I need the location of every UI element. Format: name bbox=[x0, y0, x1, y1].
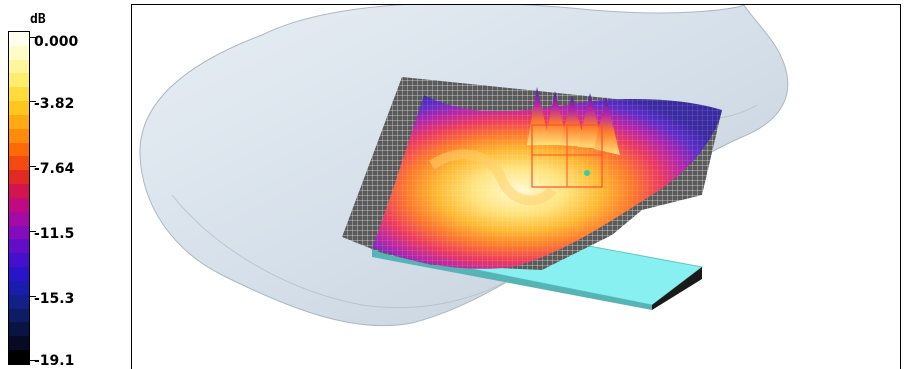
legend-color-swatch bbox=[9, 45, 29, 60]
peak-marker bbox=[584, 170, 590, 176]
legend-color-swatch bbox=[9, 87, 29, 102]
legend-unit-label: dB bbox=[30, 12, 46, 27]
legend-color-swatch bbox=[9, 101, 29, 115]
sar-surface-mesh[interactable] bbox=[342, 77, 722, 270]
legend-tick-label-0: 0.000 bbox=[34, 34, 79, 50]
sar-volume-slices[interactable] bbox=[527, 87, 620, 188]
legend-color-swatch bbox=[9, 253, 29, 268]
volume-slice bbox=[527, 87, 550, 145]
legend-color-swatch bbox=[9, 184, 29, 198]
legend-tick-label-4: -15.3 bbox=[34, 291, 75, 307]
legend-color-swatch bbox=[9, 73, 29, 88]
color-legend: dB 0.000 -3.82 -7.64 -11.5 -15.3 -19.1 bbox=[0, 0, 128, 369]
legend-color-swatch bbox=[9, 294, 29, 309]
volume-slice bbox=[544, 91, 568, 145]
legend-tick-mark bbox=[30, 231, 36, 232]
legend-color-bar bbox=[8, 31, 30, 365]
legend-tick-mark bbox=[30, 296, 36, 297]
legend-color-swatch bbox=[9, 308, 29, 323]
legend-color-swatch bbox=[9, 322, 29, 337]
legend-color-swatch bbox=[9, 142, 29, 157]
3d-viewport[interactable] bbox=[131, 4, 901, 369]
3d-scene[interactable] bbox=[132, 5, 901, 369]
legend-color-swatch bbox=[9, 32, 29, 46]
legend-tick-mark bbox=[30, 360, 36, 361]
legend-color-swatch bbox=[9, 267, 29, 281]
head-contour-line bbox=[171, 194, 533, 309]
legend-tick-mark bbox=[30, 101, 36, 102]
legend-tick-mark bbox=[30, 37, 36, 38]
legend-tick-label-5: -19.1 bbox=[34, 353, 75, 369]
legend-color-swatch bbox=[9, 350, 29, 364]
legend-color-swatch bbox=[9, 336, 29, 351]
phantom-side-face bbox=[652, 267, 702, 310]
legend-color-swatch bbox=[9, 128, 29, 143]
volume-slice bbox=[594, 97, 620, 155]
legend-color-swatch bbox=[9, 197, 29, 212]
legend-color-swatch bbox=[9, 225, 29, 240]
legend-tick-label-2: -7.64 bbox=[34, 161, 75, 177]
legend-color-swatch bbox=[9, 280, 29, 295]
legend-color-swatch bbox=[9, 170, 29, 185]
legend-color-swatch bbox=[9, 239, 29, 254]
legend-tick-mark bbox=[30, 166, 36, 167]
legend-color-swatch bbox=[9, 211, 29, 226]
sar-mesh-grid bbox=[372, 95, 722, 269]
legend-color-swatch bbox=[9, 156, 29, 171]
sar-hotspot-contour bbox=[429, 149, 557, 206]
legend-tick-label-1: -3.82 bbox=[34, 96, 75, 112]
legend-color-swatch bbox=[9, 59, 29, 74]
legend-tick-label-3: -11.5 bbox=[34, 226, 75, 242]
legend-color-swatch bbox=[9, 114, 29, 129]
